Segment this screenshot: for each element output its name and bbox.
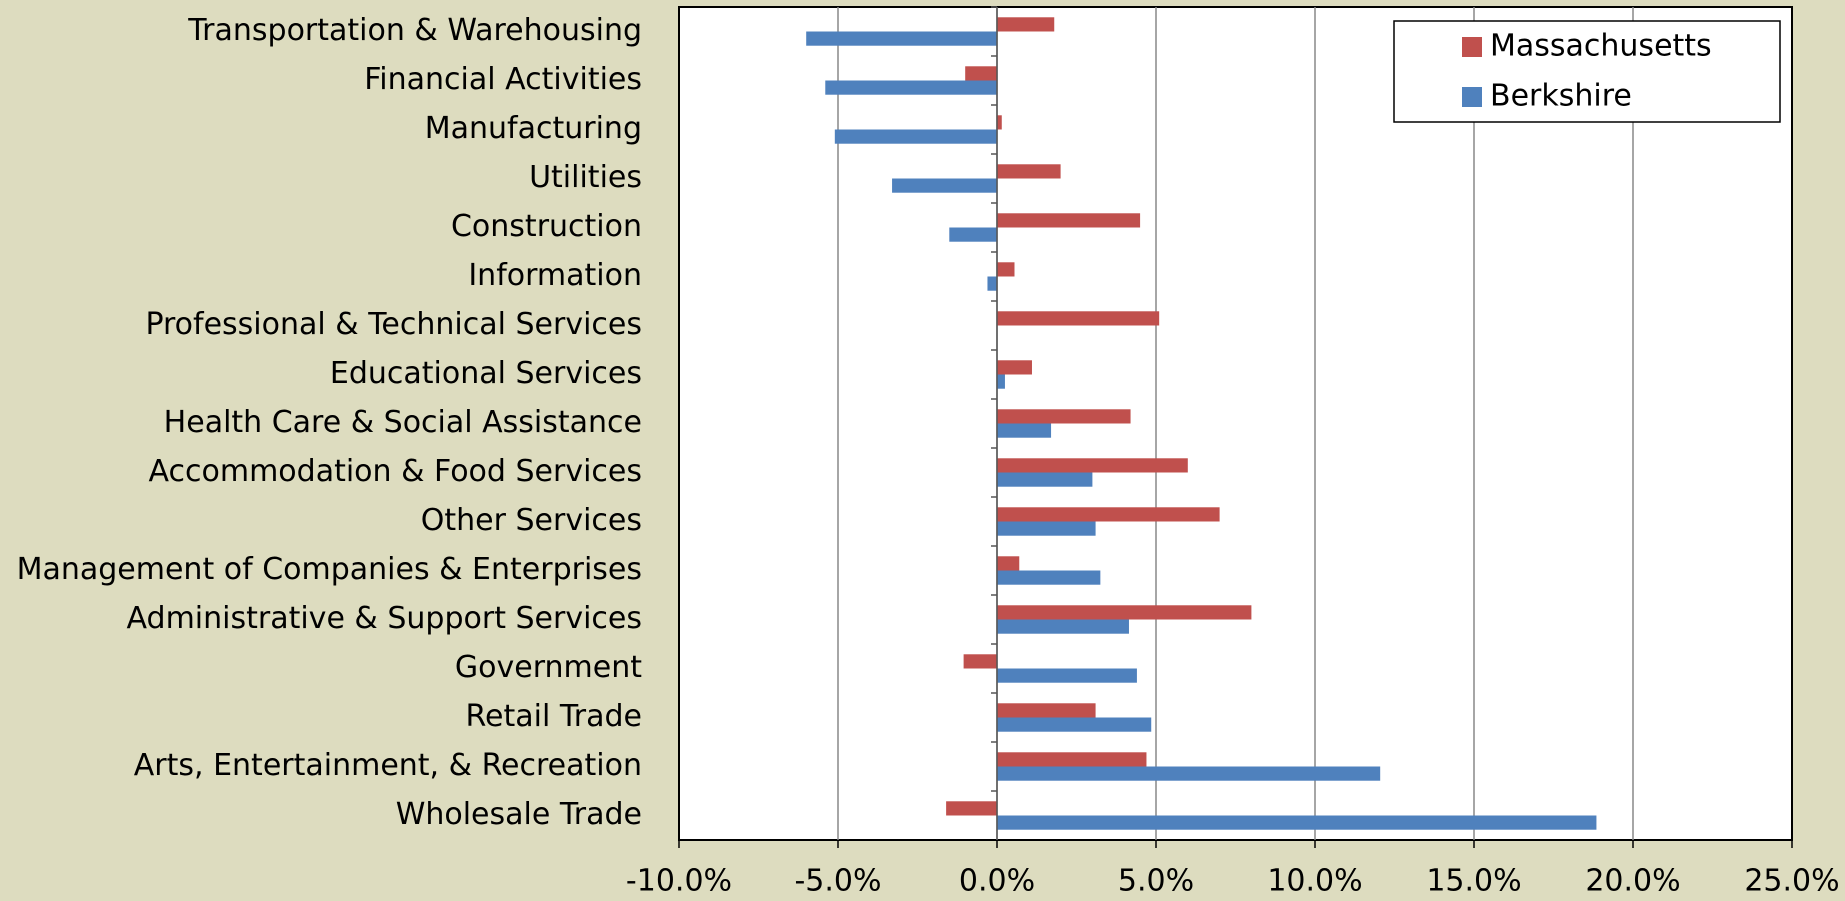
bar: [946, 801, 997, 816]
bar: [997, 668, 1137, 683]
bar: [997, 164, 1061, 179]
x-tick-label: 15.0%: [1426, 864, 1521, 899]
y-tick-label: Administrative & Support Services: [127, 601, 642, 636]
bar: [997, 766, 1381, 781]
bar: [825, 80, 997, 95]
bar: [965, 66, 997, 81]
bar: [997, 556, 1020, 571]
bar: [997, 703, 1096, 718]
legend-swatch: [1462, 87, 1482, 107]
bar: [997, 458, 1188, 473]
legend-label: Berkshire: [1490, 79, 1632, 114]
bar: [997, 17, 1055, 32]
bar: [997, 570, 1101, 585]
x-tick-label: 5.0%: [1118, 864, 1194, 899]
y-tick-label: Construction: [451, 209, 642, 244]
bar: [997, 815, 1597, 830]
bar: [997, 472, 1093, 487]
y-tick-label: Accommodation & Food Services: [149, 454, 642, 489]
bar: [892, 178, 997, 193]
bar: [997, 619, 1129, 634]
bar: [997, 423, 1052, 438]
legend-box: [1393, 20, 1781, 123]
x-tick-label: 10.0%: [1267, 864, 1362, 899]
y-tick-label: Wholesale Trade: [396, 797, 642, 832]
bar: [987, 276, 997, 291]
bar: [997, 262, 1015, 277]
y-tick-label: Health Care & Social Assistance: [164, 405, 642, 440]
legend-label: Massachusetts: [1490, 29, 1712, 64]
x-tick-label: 25.0%: [1744, 864, 1839, 899]
bar: [997, 374, 1005, 389]
bar: [997, 409, 1131, 424]
y-tick-label: Manufacturing: [425, 111, 642, 146]
y-tick-label: Management of Companies & Enterprises: [17, 552, 642, 587]
bar: [997, 605, 1252, 620]
y-tick-label: Transportation & Warehousing: [187, 13, 642, 48]
bar: [997, 115, 1002, 130]
x-tick-label: -10.0%: [626, 864, 732, 899]
bar: [997, 717, 1152, 732]
x-tick-label: -5.0%: [794, 864, 881, 899]
bar: [997, 311, 1160, 326]
bar: [997, 360, 1032, 375]
y-tick-label: Utilities: [529, 160, 642, 195]
x-tick-label: 0.0%: [959, 864, 1035, 899]
y-tick-label: Professional & Technical Services: [145, 307, 642, 342]
y-tick-label: Other Services: [421, 503, 642, 538]
bar: [806, 31, 997, 46]
y-tick-label: Financial Activities: [364, 62, 642, 97]
bar: [997, 752, 1147, 767]
bar: [997, 213, 1141, 228]
bar: [997, 521, 1096, 536]
bar: [949, 227, 997, 242]
bar: [834, 129, 997, 144]
x-tick-label: 20.0%: [1585, 864, 1680, 899]
legend-swatch: [1462, 37, 1482, 57]
bar: [997, 507, 1220, 522]
y-tick-label: Arts, Entertainment, & Recreation: [134, 748, 642, 783]
y-tick-label: Retail Trade: [466, 699, 642, 734]
y-tick-label: Government: [455, 650, 642, 685]
y-tick-label: Educational Services: [330, 356, 642, 391]
bar: [963, 654, 997, 669]
y-tick-label: Information: [468, 258, 642, 293]
plot-area: [678, 6, 1793, 841]
